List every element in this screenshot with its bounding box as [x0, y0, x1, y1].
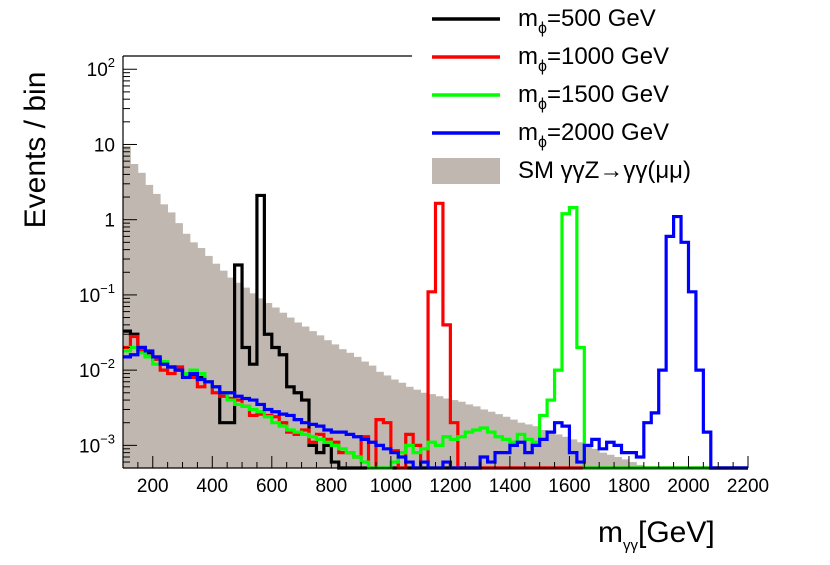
bkg-bin: [524, 424, 533, 468]
bkg-bin: [167, 212, 176, 468]
background-layer: [123, 146, 645, 469]
bkg-bin: [219, 270, 228, 468]
legend-swatch-bkg: [432, 158, 500, 184]
x-axis-title-unit: [GeV]: [638, 516, 715, 549]
bkg-bin: [606, 454, 615, 468]
legend-label-1: mϕ=500 GeV: [518, 5, 656, 37]
bkg-bin: [465, 404, 474, 468]
bkg-bin: [189, 242, 198, 468]
y-tick-label: 10−3: [79, 431, 115, 457]
bkg-bin: [130, 163, 139, 469]
bkg-bin: [487, 411, 496, 468]
bkg-bin: [435, 396, 444, 468]
x-tick-label: 1800: [608, 476, 650, 497]
bkg-bin: [152, 193, 161, 469]
y-tick-label: 102: [87, 55, 115, 81]
bkg-bin: [331, 344, 340, 468]
bkg-bin: [472, 406, 481, 468]
bkg-bin: [175, 223, 183, 468]
bkg-bin: [323, 340, 332, 468]
x-tick-label: 200: [137, 476, 169, 497]
x-tick-label: 2200: [727, 476, 769, 497]
bkg-bin: [405, 386, 414, 468]
y-tick-label: 10: [94, 135, 115, 156]
bkg-bin: [428, 394, 436, 468]
bkg-bin: [294, 322, 302, 468]
bkg-bin: [204, 255, 213, 468]
bkg-bin: [145, 184, 154, 469]
bkg-bin: [628, 462, 637, 468]
x-axis-title-main: m: [598, 516, 623, 549]
bkg-bin: [591, 448, 600, 468]
bkg-bin: [234, 282, 243, 468]
bkg-bin: [442, 398, 451, 468]
bkg-bin: [301, 326, 310, 468]
bkg-bin: [249, 293, 258, 468]
bkg-bin: [309, 331, 317, 468]
bkg-bin: [212, 263, 221, 468]
bkg-bin: [227, 277, 236, 468]
bkg-bin: [517, 422, 526, 468]
x-axis-title-sub: γγ: [623, 537, 639, 554]
bkg-bin: [413, 389, 422, 468]
y-tick-label: 1: [104, 211, 115, 232]
bkg-bin: [346, 352, 355, 468]
bkg-bin: [599, 452, 608, 468]
x-tick-label: 1600: [548, 476, 590, 497]
ticks: 200 400 600 800 1000 1200 1400 1600 1800 2000 2200…: [79, 55, 769, 497]
bkg-bin: [279, 312, 288, 468]
x-tick-label: 1400: [489, 476, 531, 497]
bkg-bin: [495, 414, 503, 468]
legend-label-bkg: SM γγZ→γγ(μμ): [518, 157, 691, 184]
bkg-bin: [457, 401, 466, 468]
bkg-bin: [621, 459, 630, 468]
bkg-bin: [286, 317, 295, 468]
x-axis-title: mγγ[GeV]: [598, 516, 715, 554]
bkg-bin: [271, 307, 280, 468]
bkg-bin: [420, 392, 429, 468]
bkg-bin: [614, 457, 622, 468]
y-tick-label: 10−2: [79, 356, 115, 382]
bkg-bin: [547, 432, 555, 468]
x-tick-label: 600: [256, 476, 288, 497]
bkg-bin: [182, 233, 191, 468]
x-tick-label: 400: [196, 476, 228, 497]
y-axis-title: Events / bin: [19, 72, 52, 229]
bkg-bin: [256, 298, 265, 468]
legend: mϕ=500 GeV mϕ=1000 GeV mϕ=1500 GeV mϕ=2000 …: [432, 5, 691, 184]
bkg-bin: [160, 204, 169, 468]
bkg-bin: [390, 379, 399, 468]
bkg-bin: [361, 361, 369, 468]
bkg-bin: [398, 382, 407, 468]
bkg-bin: [242, 287, 250, 468]
bkg-bin: [197, 248, 206, 468]
bkg-bin: [576, 442, 585, 468]
bkg-bin: [123, 146, 131, 468]
bkg-bin: [264, 303, 273, 468]
legend-label-4: mϕ=2000 GeV: [518, 119, 669, 151]
x-tick-label: 2000: [667, 476, 709, 497]
bkg-bin: [584, 445, 593, 468]
bkg-bin: [353, 356, 362, 468]
bkg-bin: [137, 172, 146, 469]
legend-label-2: mϕ=1000 GeV: [518, 43, 669, 75]
x-tick-label: 800: [315, 476, 347, 497]
bkg-bin: [532, 426, 541, 468]
x-tick-label: 1000: [370, 476, 412, 497]
bkg-bin: [480, 409, 488, 468]
bkg-bin: [450, 400, 459, 468]
x-tick-label: 1200: [429, 476, 471, 497]
bkg-bin: [502, 416, 511, 468]
legend-label-3: mϕ=1500 GeV: [518, 81, 669, 113]
bkg-bin: [338, 349, 347, 468]
bkg-bin: [539, 430, 548, 468]
bkg-bin: [561, 436, 570, 468]
y-tick-label: 10−1: [79, 281, 115, 307]
bkg-bin: [554, 434, 563, 468]
bkg-bin: [368, 365, 377, 468]
bkg-bin: [316, 335, 325, 468]
